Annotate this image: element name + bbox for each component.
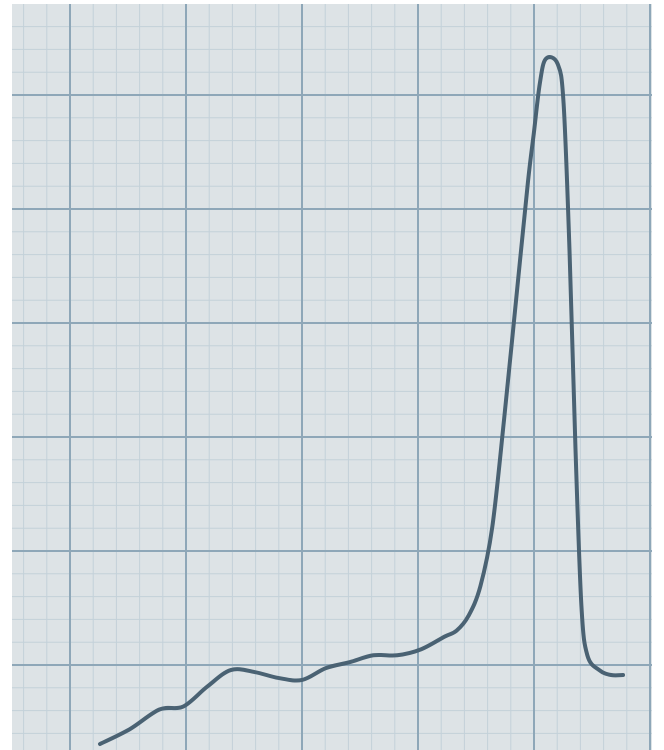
- plot-background: [12, 4, 652, 750]
- data-line: [98, 55, 626, 746]
